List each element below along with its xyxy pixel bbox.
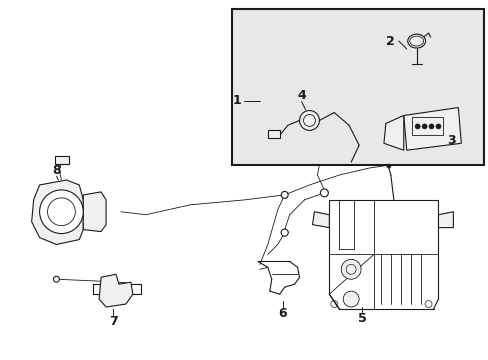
- Bar: [232, 9, 483, 165]
- Text: 3: 3: [446, 134, 455, 147]
- Text: 6: 6: [278, 307, 286, 320]
- Circle shape: [414, 124, 419, 129]
- Circle shape: [343, 291, 358, 307]
- Polygon shape: [312, 212, 328, 228]
- Polygon shape: [32, 180, 83, 244]
- Polygon shape: [383, 116, 403, 150]
- Text: 4: 4: [297, 89, 305, 102]
- Circle shape: [281, 229, 287, 236]
- Bar: [55, 156, 69, 164]
- Circle shape: [321, 190, 326, 196]
- Text: 2: 2: [386, 35, 394, 48]
- Polygon shape: [99, 274, 133, 307]
- Polygon shape: [438, 212, 452, 228]
- Bar: [267, 130, 279, 138]
- Circle shape: [341, 260, 360, 279]
- Circle shape: [386, 164, 390, 168]
- Bar: [411, 117, 443, 135]
- Polygon shape: [403, 108, 460, 150]
- Circle shape: [299, 111, 319, 130]
- Text: 5: 5: [357, 312, 366, 325]
- Polygon shape: [83, 192, 106, 231]
- Circle shape: [281, 192, 287, 198]
- Circle shape: [320, 189, 327, 197]
- Circle shape: [40, 190, 83, 234]
- Circle shape: [421, 124, 426, 129]
- Ellipse shape: [407, 34, 425, 48]
- Circle shape: [428, 124, 433, 129]
- Circle shape: [281, 229, 287, 236]
- Text: 1: 1: [232, 94, 241, 107]
- Text: 7: 7: [108, 315, 117, 328]
- Text: 8: 8: [52, 163, 61, 176]
- Circle shape: [435, 124, 440, 129]
- Circle shape: [53, 276, 60, 282]
